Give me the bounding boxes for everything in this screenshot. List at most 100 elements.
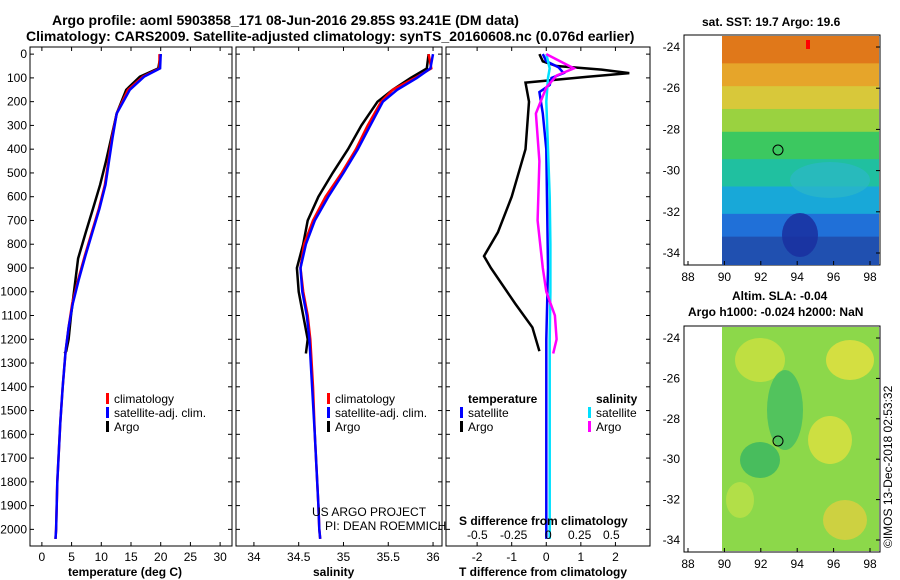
series-line-t-argo bbox=[482, 53, 630, 352]
series-line-argo bbox=[63, 53, 162, 355]
depth-tick-label: 1200 bbox=[0, 332, 27, 346]
x-tick-label: -1 bbox=[506, 550, 517, 564]
map-y-tick-label: -26 bbox=[663, 371, 681, 385]
s-tick: -0.5 bbox=[467, 528, 488, 542]
profile-series bbox=[54, 52, 630, 540]
s-tick: 0.5 bbox=[603, 528, 620, 542]
series-line-s-satellite bbox=[545, 53, 552, 539]
map-x-tick-label: 96 bbox=[827, 270, 841, 284]
s-tick: 0.25 bbox=[568, 528, 592, 542]
map-y-tick-label: -28 bbox=[663, 122, 681, 136]
depth-tick-label: 0 bbox=[20, 47, 27, 61]
depth-tick-label: 600 bbox=[7, 190, 27, 204]
sst-color-band bbox=[722, 108, 879, 133]
depth-tick-label: 300 bbox=[7, 118, 27, 132]
x-tick-label: 2 bbox=[612, 550, 619, 564]
chart-title-line2: Climatology: CARS2009. Satellite-adjuste… bbox=[26, 28, 635, 44]
legend-label-climatology: climatology bbox=[114, 392, 174, 406]
legend-title-temperature: temperature bbox=[468, 392, 538, 406]
legend-label-t-argo: Argo bbox=[468, 420, 494, 434]
sla-map-title: Altim. SLA: -0.04 bbox=[732, 289, 828, 303]
depth-tick-label: 1700 bbox=[0, 451, 27, 465]
sla-blob bbox=[726, 482, 754, 518]
s-tick: 0 bbox=[545, 528, 552, 542]
x-tick-label: 15 bbox=[124, 550, 138, 564]
depth-tick-label: 1000 bbox=[0, 285, 27, 299]
map-x-tick-label: 98 bbox=[863, 270, 877, 284]
x-tick-label: 30 bbox=[213, 550, 227, 564]
legend-swatch-t-argo bbox=[460, 421, 463, 432]
sla-blob bbox=[808, 416, 852, 464]
depth-tick-label: 1400 bbox=[0, 380, 27, 394]
map-y-tick-label: -26 bbox=[663, 81, 681, 95]
legend-swatch-s-satellite bbox=[588, 407, 591, 418]
s-tick: -0.25 bbox=[500, 528, 528, 542]
legend-label-s-satellite: satellite bbox=[596, 406, 637, 420]
salinity-x-ticks: 34 34.5 35 35.5 36 bbox=[247, 47, 440, 564]
temperature-x-ticks: 0 5 10 15 20 25 30 bbox=[39, 47, 227, 564]
t-difference-axis-label: T difference from climatology bbox=[459, 565, 627, 579]
legend-swatch-argo bbox=[327, 421, 330, 432]
map-x-tick-label: 88 bbox=[681, 270, 695, 284]
map-y-tick-label: -24 bbox=[663, 331, 681, 345]
depth-tick-label: 200 bbox=[7, 95, 27, 109]
x-tick-label: 20 bbox=[154, 550, 168, 564]
map-y-tick-label: -34 bbox=[663, 246, 681, 260]
map-x-tick-label: 96 bbox=[827, 557, 841, 571]
legend-swatch-climatology bbox=[106, 393, 109, 404]
legend-label-satellite: satellite-adj. clim. bbox=[114, 406, 206, 420]
argo-location-marker bbox=[772, 435, 784, 447]
x-tick-label: 0 bbox=[39, 550, 46, 564]
map-y-tick-label: -28 bbox=[663, 412, 681, 426]
legend-swatch-satellite bbox=[327, 407, 330, 418]
depth-tick-label: 1300 bbox=[0, 356, 27, 370]
map-x-tick-label: 90 bbox=[718, 557, 732, 571]
s-difference-axis-label: S difference from climatology bbox=[459, 514, 628, 528]
sst-cold-patch bbox=[782, 213, 818, 257]
sla-map-subtitle: Argo h1000: -0.024 h2000: NaN bbox=[688, 305, 863, 319]
difference-plot-frame bbox=[445, 46, 651, 547]
sst-color-band bbox=[722, 131, 879, 161]
legend-swatch-satellite bbox=[106, 407, 109, 418]
legend-label-satellite: satellite-adj. clim. bbox=[335, 406, 427, 420]
sla-blob bbox=[740, 442, 780, 478]
depth-tick-label: 500 bbox=[7, 166, 27, 180]
legend-swatch-t-satellite bbox=[460, 407, 463, 418]
map-y-tick-label: -24 bbox=[663, 40, 681, 54]
legend-swatch-argo bbox=[106, 421, 109, 432]
argo-location-marker bbox=[772, 144, 784, 156]
salinity-axis-label: salinity bbox=[313, 565, 355, 579]
x-tick-label: 35.5 bbox=[377, 550, 401, 564]
salinity-plot-frame bbox=[235, 46, 443, 547]
legend-label-argo: Argo bbox=[335, 420, 361, 434]
x-tick-label: 34 bbox=[247, 550, 261, 564]
map-x-tick-label: 92 bbox=[754, 270, 768, 284]
legend-label-argo: Argo bbox=[114, 420, 140, 434]
legend-swatch-s-argo bbox=[588, 421, 591, 432]
salinity-legend: climatology satellite-adj. clim. Argo bbox=[327, 392, 427, 434]
map-y-tick-label: -30 bbox=[663, 164, 681, 178]
x-tick-label: 35 bbox=[337, 550, 351, 564]
map-y-tick-label: -32 bbox=[663, 493, 681, 507]
imos-stamp: ©IMOS 13-Dec-2018 02:53:32 bbox=[881, 385, 895, 548]
series-line-climatology bbox=[299, 53, 433, 540]
x-tick-label: 0 bbox=[543, 550, 550, 564]
x-tick-label: -2 bbox=[472, 550, 483, 564]
series-line-climatology bbox=[54, 54, 161, 539]
legend-title-salinity: salinity bbox=[596, 392, 638, 406]
legend-label-t-satellite: satellite bbox=[468, 406, 509, 420]
map-y-tick-label: -30 bbox=[663, 452, 681, 466]
x-tick-label: 36 bbox=[426, 550, 440, 564]
depth-tick-label: 900 bbox=[7, 261, 27, 275]
map-y-tick-label: -34 bbox=[663, 533, 681, 547]
depth-tick-label: 1800 bbox=[0, 475, 27, 489]
sst-color-band bbox=[722, 63, 879, 88]
sla-blob bbox=[826, 340, 874, 380]
series-line-satellite-adj-clim- bbox=[54, 54, 162, 539]
map-x-tick-label: 92 bbox=[754, 557, 768, 571]
map-x-tick-label: 94 bbox=[791, 557, 805, 571]
difference-x-ticks: -2 -1 0 1 2 bbox=[472, 47, 619, 564]
